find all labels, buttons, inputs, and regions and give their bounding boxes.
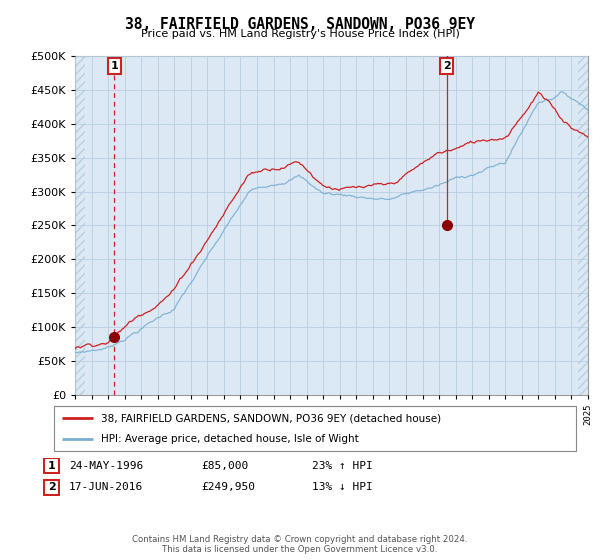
Text: 17-JUN-2016: 17-JUN-2016 bbox=[69, 482, 143, 492]
Text: 1: 1 bbox=[110, 61, 118, 71]
Text: £85,000: £85,000 bbox=[201, 461, 248, 471]
Text: 23% ↑ HPI: 23% ↑ HPI bbox=[312, 461, 373, 471]
Bar bbox=[75, 56, 85, 395]
Text: 1: 1 bbox=[48, 461, 55, 471]
Text: 13% ↓ HPI: 13% ↓ HPI bbox=[312, 482, 373, 492]
Text: 2: 2 bbox=[443, 61, 451, 71]
Text: HPI: Average price, detached house, Isle of Wight: HPI: Average price, detached house, Isle… bbox=[101, 433, 359, 444]
Text: £249,950: £249,950 bbox=[201, 482, 255, 492]
Text: 38, FAIRFIELD GARDENS, SANDOWN, PO36 9EY (detached house): 38, FAIRFIELD GARDENS, SANDOWN, PO36 9EY… bbox=[101, 413, 441, 423]
FancyBboxPatch shape bbox=[44, 458, 59, 473]
Text: 2: 2 bbox=[48, 482, 55, 492]
Text: Contains HM Land Registry data © Crown copyright and database right 2024.
This d: Contains HM Land Registry data © Crown c… bbox=[132, 535, 468, 554]
FancyBboxPatch shape bbox=[54, 406, 576, 451]
Text: Price paid vs. HM Land Registry's House Price Index (HPI): Price paid vs. HM Land Registry's House … bbox=[140, 29, 460, 39]
Text: 38, FAIRFIELD GARDENS, SANDOWN, PO36 9EY: 38, FAIRFIELD GARDENS, SANDOWN, PO36 9EY bbox=[125, 17, 475, 32]
Bar bbox=[578, 56, 588, 395]
Text: 24-MAY-1996: 24-MAY-1996 bbox=[69, 461, 143, 471]
FancyBboxPatch shape bbox=[44, 479, 59, 495]
